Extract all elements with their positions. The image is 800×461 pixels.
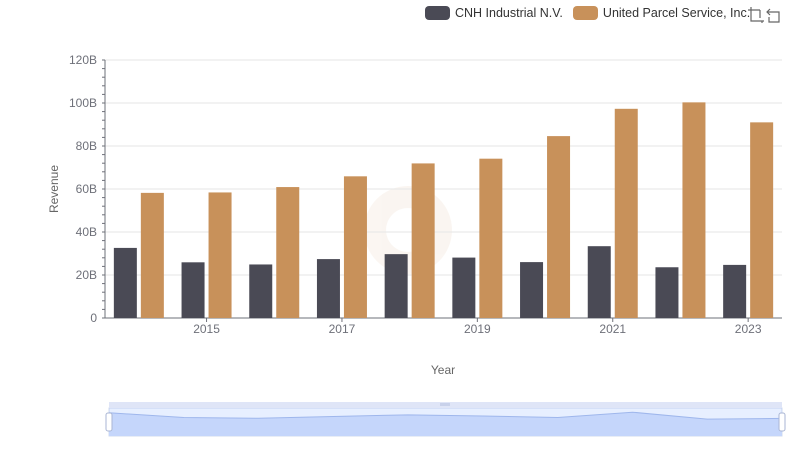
zoom-slider[interactable] [105, 402, 786, 437]
restore-icon[interactable] [765, 6, 783, 24]
zoom-selection [109, 408, 782, 436]
y-tick-label: 60B [76, 182, 97, 196]
bar-ups-2016 [276, 187, 300, 318]
legend-swatch-cnh [425, 6, 450, 20]
bar-cnh-2018 [384, 254, 408, 318]
x-tick-label: 2023 [735, 322, 762, 336]
grid-lines [105, 59, 782, 319]
y-tick-label: 120B [69, 53, 97, 67]
bar-cnh-2015 [181, 262, 205, 318]
x-axis: 2015 2017 2019 2021 2023 [105, 317, 782, 336]
bar-ups-2021 [614, 108, 638, 319]
zoom-move-grip [440, 403, 450, 406]
x-tick-label: 2015 [193, 322, 220, 336]
legend-item-ups[interactable]: United Parcel Service, Inc. [572, 6, 751, 20]
bar-cnh-2017 [316, 259, 340, 318]
y-axis: 0 20B 40B 60B 80B 100B 120B [69, 53, 106, 325]
bar-cnh-2022 [655, 267, 679, 318]
bar-ups-2015 [208, 192, 232, 318]
y-tick-label: 80B [76, 139, 97, 153]
x-tick-label: 2017 [329, 322, 356, 336]
bar-cnh-2019 [452, 257, 476, 318]
legend-item-cnh[interactable]: CNH Industrial N.V. [425, 6, 563, 20]
x-tick-label: 2021 [599, 322, 626, 336]
bar-cnh-2023 [723, 264, 747, 318]
bar-ups-2017 [343, 176, 367, 318]
bar-cnh-2020 [520, 262, 544, 318]
bar-cnh-2014 [113, 247, 137, 318]
x-tick-label: 2019 [464, 322, 491, 336]
legend-label-cnh: CNH Industrial N.V. [455, 6, 563, 20]
zoom-handle-left[interactable] [105, 412, 113, 432]
zoom-handle-right[interactable] [778, 412, 786, 432]
toolbox [747, 6, 783, 24]
bar-ups-2020 [547, 136, 571, 318]
legend-swatch-ups [572, 6, 598, 20]
bars-group [113, 102, 774, 319]
zoom-icon[interactable] [747, 6, 765, 24]
y-tick-label: 100B [69, 96, 97, 110]
legend-label-ups: United Parcel Service, Inc. [602, 6, 751, 20]
y-axis-title: Revenue [47, 165, 61, 213]
bar-ups-2014 [140, 192, 164, 318]
y-tick-label: 20B [76, 268, 97, 282]
bar-cnh-2021 [587, 246, 611, 318]
bar-cnh-2016 [249, 264, 273, 318]
x-axis-title: Year [431, 363, 455, 377]
legend: CNH Industrial N.V. United Parcel Servic… [425, 4, 760, 22]
bar-ups-2022 [682, 102, 706, 318]
zoom-shadow-line [108, 411, 783, 420]
bar-ups-2019 [479, 158, 503, 318]
bar-ups-2023 [750, 122, 774, 318]
bar-ups-2018 [411, 163, 435, 318]
y-tick-label: 40B [76, 225, 97, 239]
y-tick-label: 0 [90, 311, 97, 325]
watermark-logo [364, 186, 452, 274]
